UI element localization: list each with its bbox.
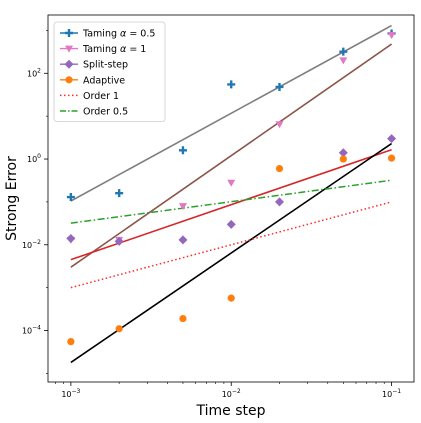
- split-step-point-1: [66, 234, 76, 244]
- legend-label: Split-step: [83, 60, 128, 71]
- taming-1-point-7: [387, 32, 396, 40]
- legend-entry: Split-step: [60, 60, 128, 71]
- taming-0-5-point-2: [115, 189, 124, 198]
- legend-label: Adaptive: [83, 75, 125, 86]
- fit-line-1: [70, 24, 392, 202]
- y-axis-ticks: 10−4 10−2 100 102: [22, 30, 48, 374]
- legend-label: Taming α = 1: [82, 44, 146, 55]
- x-tick-label: 10−2: [222, 388, 241, 399]
- taming-1-point-3: [178, 203, 187, 211]
- reference-lines: [70, 179, 392, 289]
- legend-box: [53, 21, 166, 122]
- y-tick-label: 102: [27, 67, 41, 78]
- y-axis-label: Strong Error: [4, 156, 20, 241]
- taming-0-5-point-5: [275, 82, 284, 91]
- fit-line-4: [70, 142, 393, 364]
- x-axis-label: Time step: [196, 403, 266, 419]
- taming-1-point-6: [339, 57, 348, 65]
- x-tick-label: 10−3: [61, 388, 80, 399]
- y-tick-label: 10−4: [22, 325, 41, 336]
- y-tick-label: 100: [27, 153, 41, 164]
- legend-marker: [64, 59, 74, 69]
- legend: Taming α = 0.5 Taming α = 1 Split-step Adap…: [53, 21, 166, 122]
- split-step-point-2: [114, 236, 124, 246]
- adaptive-point-2: [115, 325, 123, 333]
- x-tick-label: 10−1: [382, 388, 401, 399]
- x-axis-ticks: 10−3 10−2 10−1: [55, 382, 401, 399]
- split-step-point-5: [274, 197, 284, 207]
- adaptive-point-6: [339, 155, 347, 163]
- legend-entry: Adaptive: [60, 75, 125, 86]
- legend-entry: Taming α = 1: [60, 44, 146, 55]
- legend-entry: Order 0.5: [60, 107, 128, 118]
- taming-0-5-point-6: [339, 47, 348, 56]
- adaptive-point-4: [227, 294, 235, 302]
- legend-marker: [65, 76, 73, 84]
- taming-0-5-point-4: [227, 80, 236, 89]
- fit-lines: [70, 24, 393, 364]
- split-step-point-6: [338, 148, 348, 158]
- legend-label: Taming α = 0.5: [82, 29, 155, 40]
- split-step-point-7: [387, 134, 397, 144]
- legend-label: Order 0.5: [83, 107, 128, 118]
- fit-line-2: [70, 43, 393, 268]
- taming-1-point-5: [275, 121, 284, 129]
- adaptive-point-1: [67, 338, 75, 346]
- adaptive-point-7: [387, 154, 396, 162]
- legend-marker: [65, 45, 73, 53]
- adaptive-point-5: [275, 164, 284, 173]
- y-tick-label: 10−2: [22, 239, 41, 250]
- data-markers: [66, 29, 397, 346]
- split-step-point-4: [226, 219, 236, 229]
- split-step-point-3: [178, 235, 188, 245]
- taming-0-5-point-1: [66, 193, 75, 202]
- legend-entry: Taming α = 0.5: [60, 29, 155, 40]
- order-1-line: [70, 201, 392, 289]
- legend-marker: [65, 29, 73, 37]
- legend-label: Order 1: [83, 91, 119, 102]
- taming-0-5-point-3: [178, 146, 187, 155]
- taming-1-point-4: [227, 179, 236, 187]
- fit-line-3: [70, 148, 392, 261]
- adaptive-point-3: [179, 314, 187, 323]
- legend-entry: Order 1: [60, 91, 119, 102]
